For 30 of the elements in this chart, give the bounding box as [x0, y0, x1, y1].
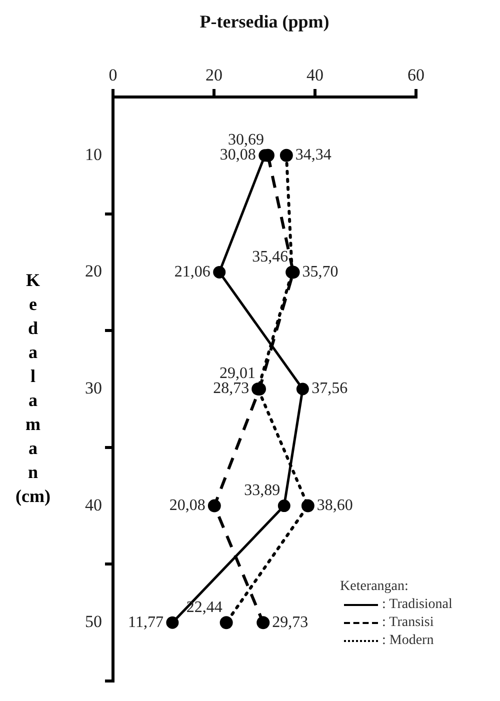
data-label: 21,06	[174, 263, 210, 280]
data-label: 37,56	[312, 380, 348, 398]
y-tick-label: 20	[85, 262, 102, 281]
data-label: 30,08	[220, 146, 256, 164]
data-label: 28,73	[213, 380, 250, 398]
legend-label: : Modern	[382, 632, 434, 650]
x-tick-label: 40	[306, 65, 324, 84]
data-label: 22,44	[186, 598, 222, 616]
x-tick-label: 60	[408, 65, 424, 84]
data-label: 29,73	[272, 614, 308, 631]
data-label: 35,70	[302, 263, 338, 280]
y-tick-label: 50	[85, 612, 102, 632]
data-label: 30,69	[228, 132, 264, 149]
y-tick-label: 40	[85, 495, 102, 514]
data-label: 33,89	[244, 482, 280, 500]
y-tick-label: 10	[85, 144, 102, 164]
y-tick-label: 30	[85, 378, 102, 398]
x-tick-label: 0	[108, 65, 118, 84]
data-label: 35,46	[252, 248, 288, 266]
text: Kedalaman (cm)	[16, 270, 50, 506]
legend-label: : Tradisional	[382, 596, 452, 614]
data-label: 11,77	[128, 614, 164, 631]
x-tick-label: 20	[206, 65, 222, 84]
data-label: 20,08	[169, 497, 206, 514]
data-label: 29,01	[220, 365, 256, 382]
legend-title: Keterangan:	[340, 578, 410, 596]
x-axis-title: P-tersedia (ppm)	[200, 11, 330, 32]
data-label: 38,60	[316, 497, 353, 514]
data-label: 34,34	[295, 146, 332, 164]
legend-label: : Transisi	[382, 614, 434, 632]
